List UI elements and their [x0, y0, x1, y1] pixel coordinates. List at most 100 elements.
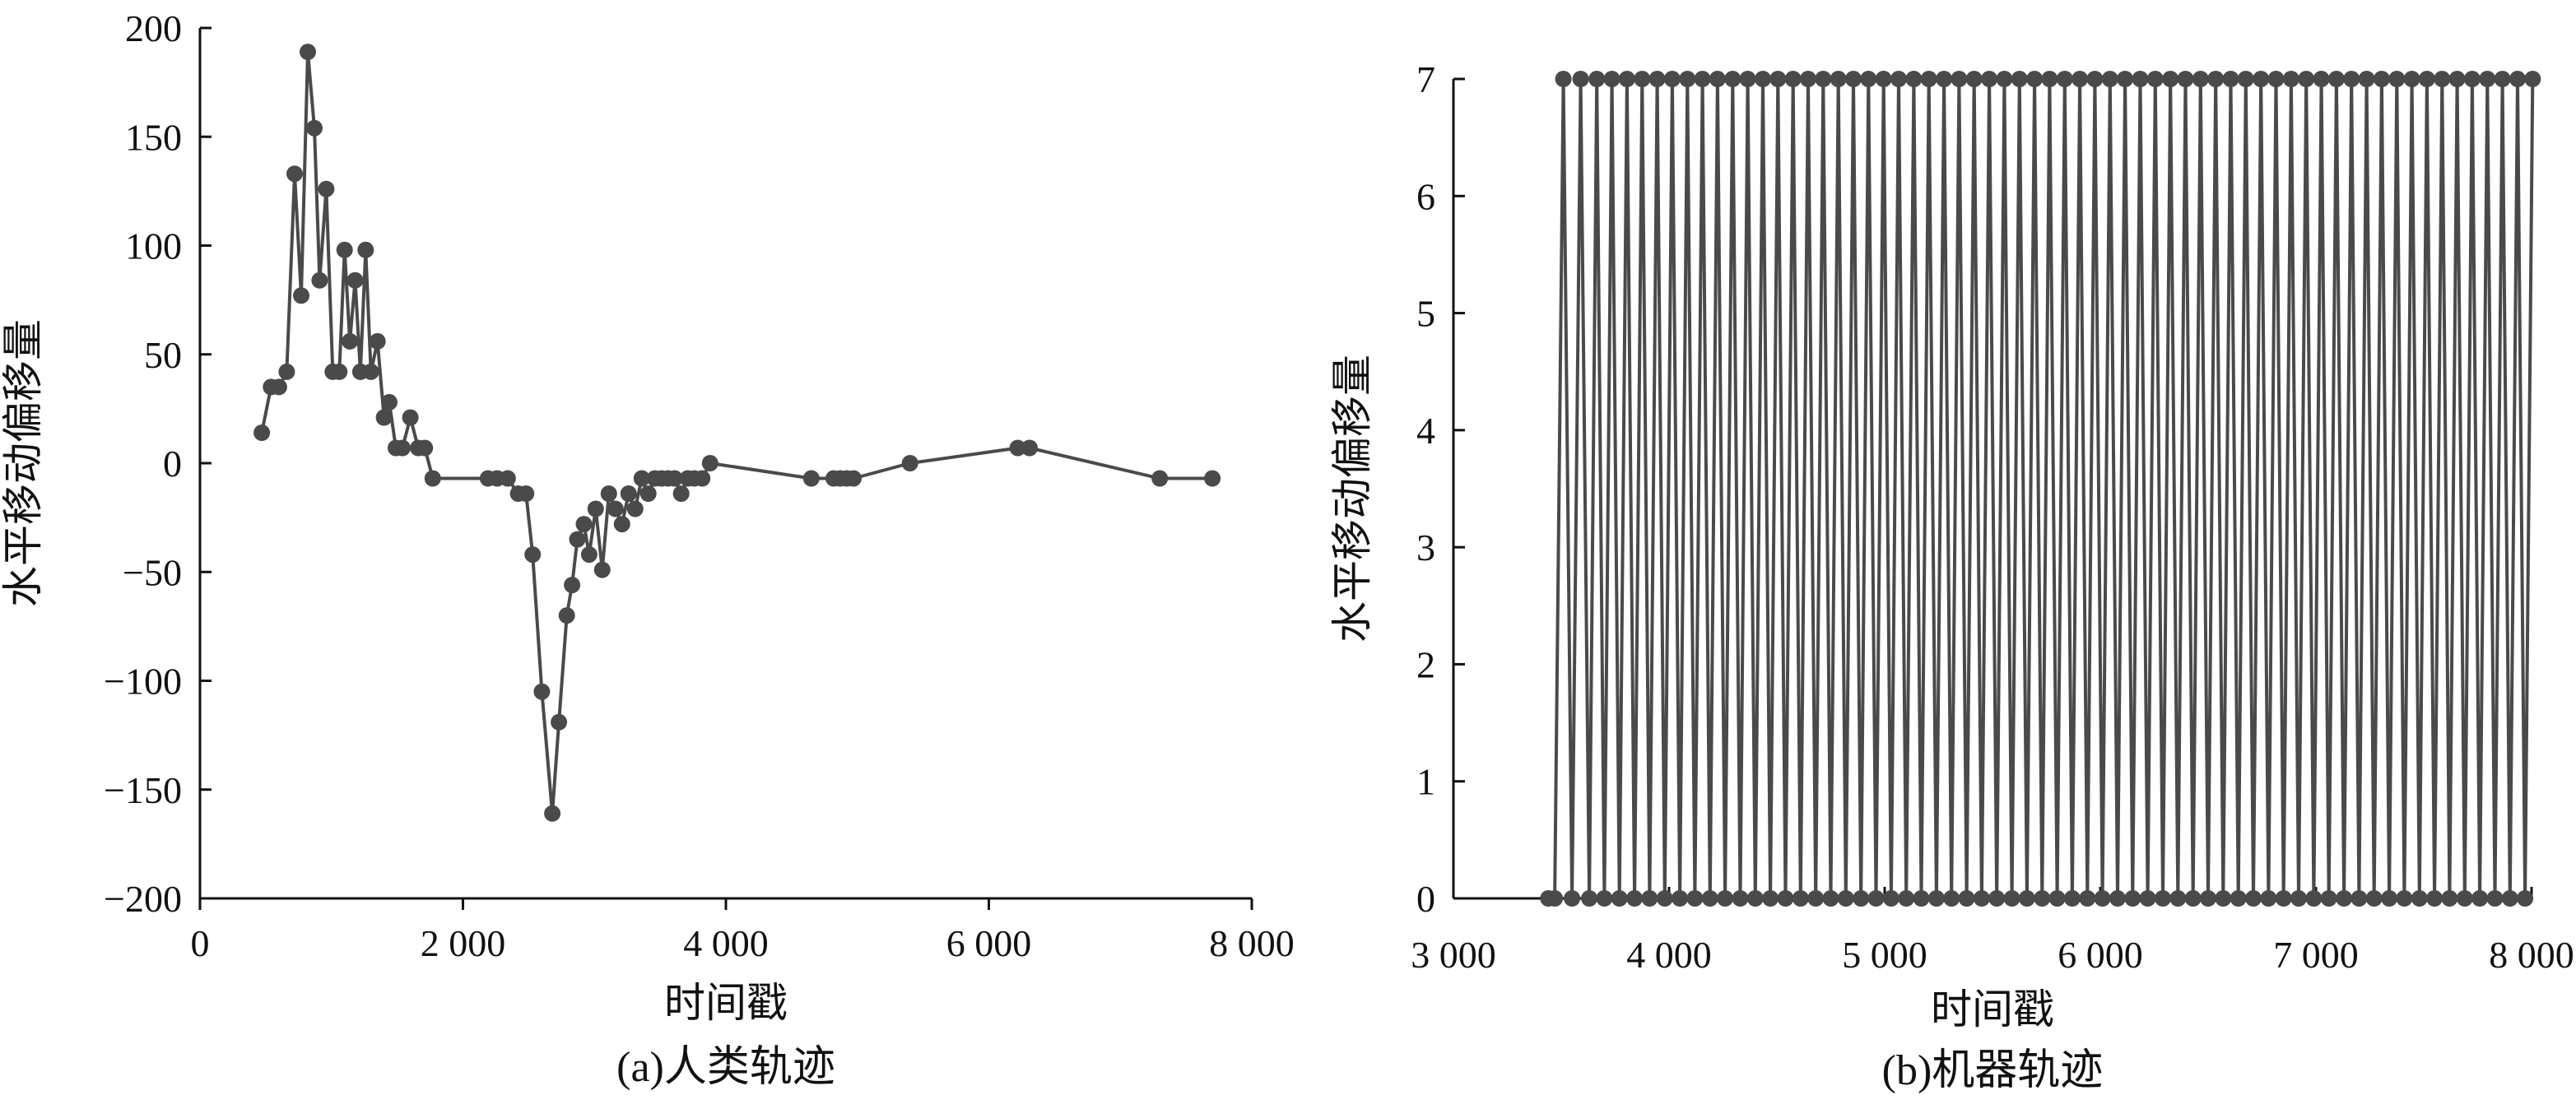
series-line [1548, 77, 2535, 900]
x-tick-label: 5 000 [1842, 934, 1927, 976]
data-point [1965, 71, 1983, 87]
data-point [2026, 71, 2044, 87]
data-point [613, 516, 630, 533]
data-point [2343, 71, 2360, 87]
data-point [1755, 71, 1771, 87]
data-point [1837, 890, 1854, 907]
data-point [2411, 890, 2428, 907]
data-point [2320, 890, 2337, 907]
data-point [270, 378, 287, 396]
data-point [2155, 890, 2171, 907]
y-tick-label: −100 [104, 661, 182, 703]
data-point [620, 485, 637, 502]
data-point [1724, 71, 1741, 87]
data-point [1875, 71, 1892, 87]
data-point [2056, 71, 2073, 87]
data-point [1596, 890, 1613, 907]
data-point [2222, 71, 2239, 87]
y-tick-label: 3 [1416, 527, 1435, 568]
data-point [2298, 71, 2315, 87]
chart-caption: (a)人类轨迹 [616, 1044, 835, 1091]
data-point [2290, 890, 2307, 907]
data-point [1009, 439, 1026, 457]
data-point [424, 470, 441, 487]
data-point [1800, 71, 1816, 87]
data-point [1769, 71, 1787, 87]
data-point [2215, 890, 2232, 907]
data-point [1860, 71, 1877, 87]
data-point [1822, 890, 1839, 907]
data-point [593, 561, 611, 578]
series-line [260, 50, 1213, 815]
data-point [2063, 890, 2081, 907]
data-point [2501, 890, 2518, 907]
data-point [499, 470, 516, 487]
data-point [394, 439, 411, 457]
data-point [2003, 890, 2020, 907]
data-point [2207, 71, 2225, 87]
y-tick-label: −50 [123, 551, 182, 593]
y-tick-label: 50 [144, 334, 182, 376]
data-point [369, 332, 386, 350]
data-point [1021, 439, 1038, 457]
data-point [1996, 71, 2013, 87]
data-point [2245, 890, 2262, 907]
data-point [2524, 71, 2541, 87]
chart-machine-trajectory: 0 1 2 3 4 5 6 7 3 000 4 000 5 000 6 000 7 000 8 000 时间… [1329, 58, 2574, 1094]
data-point [1905, 71, 1923, 87]
data-point [2071, 71, 2089, 87]
data-point [1634, 71, 1651, 87]
data-point [701, 455, 718, 471]
data-point [845, 470, 862, 487]
data-point [1746, 890, 1764, 907]
y-tick-label: 0 [163, 443, 182, 485]
data-point [1701, 890, 1718, 907]
data-point [2517, 890, 2534, 907]
data-point [2494, 71, 2511, 87]
data-point [1564, 890, 1581, 907]
data-point [587, 500, 604, 517]
data-point [2011, 71, 2028, 87]
data-point [2434, 71, 2451, 87]
data-point [1882, 890, 1899, 907]
data-point [1890, 71, 1907, 87]
data-point [2237, 71, 2254, 87]
data-point [318, 180, 335, 197]
data-point [551, 713, 568, 731]
data-point [1867, 890, 1885, 907]
x-tick-label: 6 000 [2058, 934, 2143, 976]
data-point [2124, 890, 2141, 907]
data-point [1603, 71, 1620, 87]
data-point [357, 241, 374, 258]
data-point [342, 332, 359, 350]
data-point [2358, 71, 2375, 87]
data-point [802, 470, 820, 487]
data-point [1641, 890, 1658, 907]
data-point [2327, 71, 2345, 87]
data-point [331, 363, 348, 380]
data-point [2365, 890, 2383, 907]
x-tick-label: 4 000 [1626, 934, 1712, 976]
data-point [2418, 71, 2435, 87]
data-point [2260, 890, 2277, 907]
data-point [2479, 71, 2496, 87]
data-point [1732, 890, 1749, 907]
data-point [1988, 890, 2006, 907]
data-point [1830, 71, 1847, 87]
data-point [518, 485, 535, 502]
data-point [311, 271, 328, 289]
data-point [1784, 71, 1802, 87]
data-point [672, 485, 690, 502]
data-point [1555, 71, 1572, 87]
data-point [1656, 890, 1673, 907]
data-point [2018, 890, 2035, 907]
data-point [2381, 890, 2398, 907]
data-point [1739, 71, 1756, 87]
y-tick-label: −200 [104, 878, 182, 920]
y-tick-label: 150 [125, 116, 182, 158]
data-point [2336, 890, 2353, 907]
y-tick-label: 6 [1416, 175, 1435, 217]
data-point [607, 500, 624, 517]
data-point [1936, 71, 1953, 87]
